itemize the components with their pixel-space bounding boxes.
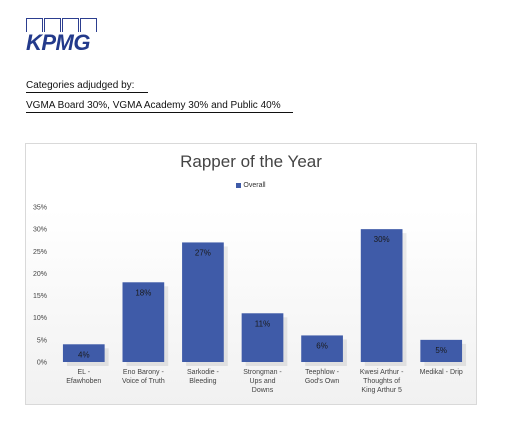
category-label: Medikal - Drip — [420, 369, 463, 376]
data-label: 30% — [374, 235, 390, 244]
data-label: 11% — [255, 319, 270, 328]
category-label: King Arthur 5 — [361, 387, 402, 394]
data-label: 4% — [78, 350, 90, 359]
logo-box — [26, 18, 43, 32]
category-label: God's Own — [305, 378, 340, 385]
category-label: Sarkodie - — [187, 369, 220, 376]
kpmg-logo: KPMG — [26, 18, 100, 55]
category-label: Efawhoben — [66, 378, 101, 385]
bar — [301, 335, 343, 362]
y-tick-label: 0% — [37, 360, 47, 367]
data-label: 18% — [135, 288, 151, 297]
category-label: Strongman - — [243, 369, 282, 376]
bar — [360, 229, 403, 362]
y-tick-label: 5% — [37, 337, 47, 344]
category-label: Bleeding — [189, 378, 216, 385]
chart-legend: Overall — [26, 182, 476, 189]
logo-text: KPMG — [26, 30, 91, 55]
chart-frame: Rapper of the Year Overall 0% 5% 10% 15% 20%… — [25, 143, 477, 405]
category-label: Voice of Truth — [122, 378, 165, 385]
chart-svg: 0% 5% 10% 15% 20% 25% 30% 35% 4% EL - Efawhoben 18%… — [33, 205, 467, 394]
category-label: Thoughts of — [363, 378, 400, 385]
categories-label: Categories adjudged by: — [26, 80, 149, 93]
logo-boxes — [26, 18, 100, 32]
logo-box — [62, 18, 79, 32]
logo-box — [44, 18, 61, 32]
data-label: 27% — [195, 248, 211, 257]
chart-title: Rapper of the Year — [180, 152, 322, 171]
bar — [241, 313, 284, 362]
category-label: EL - — [77, 369, 90, 376]
y-tick-label: 30% — [33, 227, 47, 234]
y-tick-label: 10% — [33, 315, 47, 322]
y-tick-label: 15% — [33, 293, 47, 300]
bar — [122, 282, 165, 362]
logo-box — [80, 18, 97, 32]
category-label: Downs — [252, 387, 274, 394]
bar — [420, 339, 463, 362]
category-label: Teephlow - — [305, 369, 340, 376]
weighting-text: VGMA Board 30%, VGMA Academy 30% and Pub… — [26, 100, 293, 113]
category-label: Eno Barony - — [123, 369, 165, 376]
category-label: Kwesi Arthur - — [360, 369, 404, 376]
bar — [62, 344, 105, 362]
data-label: 6% — [316, 341, 328, 350]
y-tick-label: 35% — [33, 205, 47, 212]
data-label: 5% — [435, 346, 447, 355]
bar — [182, 242, 224, 362]
legend-label: Overall — [243, 182, 266, 189]
y-tick-label: 25% — [33, 249, 47, 256]
legend-swatch — [236, 182, 242, 188]
y-tick-label: 20% — [33, 271, 47, 278]
category-label: Ups and — [249, 378, 275, 385]
